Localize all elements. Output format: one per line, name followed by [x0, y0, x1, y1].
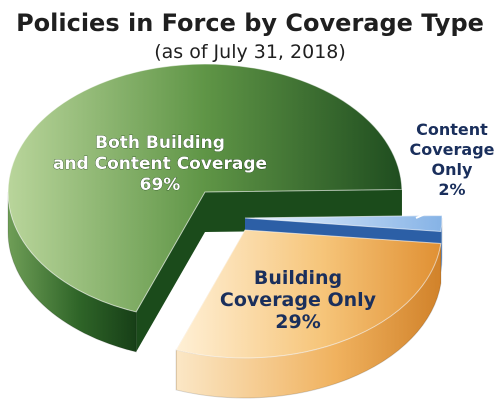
slice-label-line-content: Only	[432, 160, 473, 179]
chart-title: Policies in Force by Coverage Type	[16, 9, 484, 37]
slice-label-line-building: Coverage Only	[220, 289, 377, 311]
slice-content-top	[244, 214, 443, 233]
slice-label-line-both: and Content Coverage	[53, 154, 267, 174]
slice-both-top	[7, 63, 403, 313]
slice-building	[175, 229, 442, 399]
slice-building-top	[175, 229, 442, 359]
pie-slices	[7, 63, 443, 399]
slice-label-content: Content Coverage Only 2%	[409, 120, 494, 199]
slice-label-both: Both Building and Content Coverage 69%	[53, 133, 267, 195]
slice-label-line-content: Content	[416, 120, 488, 139]
slice-value-building: 29%	[275, 311, 320, 333]
slice-label-line-content: Coverage	[409, 140, 494, 159]
slice-label-building: Building Coverage Only 29%	[220, 267, 377, 333]
chart-subtitle: (as of July 31, 2018)	[154, 41, 346, 63]
slice-label-line-both: Both Building	[95, 133, 225, 153]
slice-value-content: 2%	[438, 180, 465, 199]
slice-label-line-building: Building	[254, 267, 342, 289]
slice-both-wall-start	[136, 192, 205, 352]
pie-labels: Both Building and Content Coverage 69% Cont…	[53, 120, 495, 333]
slice-value-both: 69%	[140, 175, 181, 195]
content-leader-line	[415, 203, 449, 219]
